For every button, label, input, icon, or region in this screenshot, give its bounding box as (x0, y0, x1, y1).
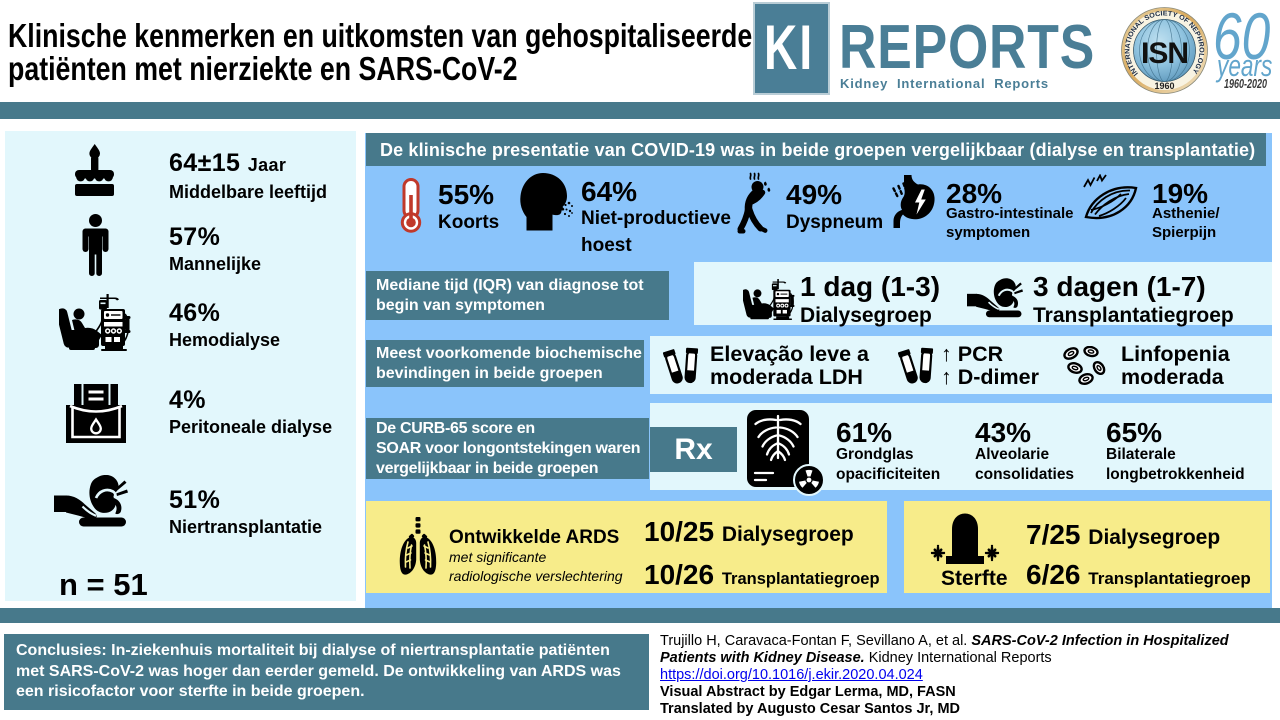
svg-text:1960: 1960 (1154, 81, 1174, 91)
svg-text:ISN: ISN (1141, 37, 1188, 70)
